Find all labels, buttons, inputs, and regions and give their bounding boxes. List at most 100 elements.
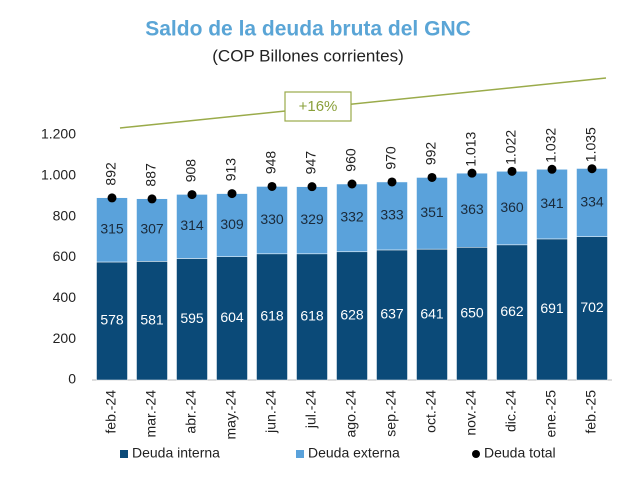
value-label: 650 <box>460 304 484 320</box>
bar-segment <box>136 198 168 262</box>
value-label: 702 <box>580 299 604 315</box>
legend-marker <box>120 450 128 458</box>
bar-segment <box>296 253 328 381</box>
x-tick-label: abr.-24 <box>183 390 199 434</box>
total-label: 960 <box>343 148 359 172</box>
value-label: 315 <box>100 221 124 237</box>
total-dot <box>427 172 437 182</box>
bar-segment <box>136 261 168 381</box>
legend-marker <box>296 450 304 458</box>
x-tick-label: dic.-24 <box>503 390 519 432</box>
x-tick-label: feb.-24 <box>103 390 119 434</box>
bar-segment <box>336 251 368 381</box>
x-tick-label: nov.-24 <box>463 390 479 436</box>
x-tick-label: sep.-24 <box>383 390 399 437</box>
total-label: 887 <box>143 163 159 187</box>
total-dot <box>387 177 397 187</box>
value-label: 595 <box>180 310 204 326</box>
value-label: 641 <box>420 305 444 321</box>
x-tick-label: oct.-24 <box>423 390 439 433</box>
y-tick-label: 200 <box>53 330 77 346</box>
x-tick-label: mar.-24 <box>143 390 159 438</box>
total-label: 1.022 <box>503 130 519 165</box>
bar-segment <box>176 258 208 381</box>
value-label: 618 <box>300 308 324 324</box>
total-label: 970 <box>383 146 399 170</box>
total-dot <box>587 164 597 174</box>
value-label: 662 <box>500 303 524 319</box>
bar-segment <box>416 248 448 381</box>
bar-segment <box>296 186 328 255</box>
value-label: 307 <box>140 221 164 237</box>
total-label: 948 <box>263 151 279 175</box>
bar-segment <box>376 181 408 251</box>
total-label: 892 <box>103 162 119 186</box>
y-tick-label: 0 <box>68 371 76 387</box>
total-dot <box>347 179 357 189</box>
value-label: 691 <box>540 300 564 316</box>
value-label: 309 <box>220 216 244 232</box>
legend-label: Deuda total <box>484 445 556 461</box>
value-label: 604 <box>220 309 244 325</box>
chart-title: Saldo de la deuda bruta del GNC <box>145 18 471 41</box>
value-label: 578 <box>100 312 124 328</box>
bar-segment <box>216 193 248 257</box>
x-tick-label: feb.-25 <box>583 390 599 434</box>
total-dot <box>147 194 157 204</box>
value-label: 314 <box>180 217 204 233</box>
total-dot <box>467 168 477 178</box>
bar-segment <box>496 171 528 246</box>
bar-segment <box>256 253 288 381</box>
value-label: 628 <box>340 307 364 323</box>
y-tick-label: 600 <box>53 248 77 264</box>
y-tick-label: 1.000 <box>41 167 76 183</box>
total-label: 913 <box>223 158 239 182</box>
y-tick-label: 800 <box>53 207 77 223</box>
y-tick-label: 1.200 <box>41 126 76 142</box>
value-label: 581 <box>140 311 164 327</box>
bar-segment <box>496 244 528 381</box>
annotation: +16% <box>299 98 338 115</box>
bar-segment <box>376 249 408 381</box>
bar-segment <box>256 186 288 255</box>
bar-segment <box>216 256 248 381</box>
total-dot <box>307 182 317 192</box>
annotation-box <box>284 91 352 122</box>
value-label: 330 <box>260 211 284 227</box>
total-label: 908 <box>183 159 199 183</box>
value-label: 637 <box>380 306 404 322</box>
value-label: 341 <box>540 195 564 211</box>
x-tick-label: jun.-24 <box>263 390 279 434</box>
bar-segment <box>336 183 368 253</box>
total-dot <box>547 164 557 174</box>
value-label: 334 <box>580 193 604 209</box>
total-dot <box>507 166 517 176</box>
total-label: 1.035 <box>583 127 599 162</box>
total-dot <box>267 181 277 191</box>
total-dot <box>227 189 237 199</box>
value-label: 618 <box>260 308 284 324</box>
value-label: 351 <box>420 204 444 220</box>
value-label: 363 <box>460 201 484 217</box>
x-tick-label: ago.-24 <box>343 390 359 438</box>
x-tick-label: ene.-25 <box>543 390 559 438</box>
bar-segment <box>456 247 488 381</box>
x-tick-label: jul.-24 <box>303 390 319 429</box>
total-dot <box>187 190 197 200</box>
legend-label: Deuda externa <box>308 445 400 461</box>
bar-segment <box>416 177 448 250</box>
bar-segment <box>96 261 128 381</box>
bar-segment <box>576 236 608 381</box>
bar-segment <box>456 172 488 248</box>
chart-subtitle: (COP Billones corrientes) <box>212 46 403 65</box>
total-label: 992 <box>423 142 439 166</box>
legend-label: Deuda interna <box>132 445 220 461</box>
x-tick-label: may.-24 <box>223 390 239 440</box>
value-label: 333 <box>380 207 404 223</box>
total-dot <box>107 193 117 203</box>
total-label: 947 <box>303 151 319 175</box>
value-label: 332 <box>340 209 364 225</box>
legend-marker <box>472 450 480 458</box>
total-label: 1.013 <box>463 131 479 166</box>
